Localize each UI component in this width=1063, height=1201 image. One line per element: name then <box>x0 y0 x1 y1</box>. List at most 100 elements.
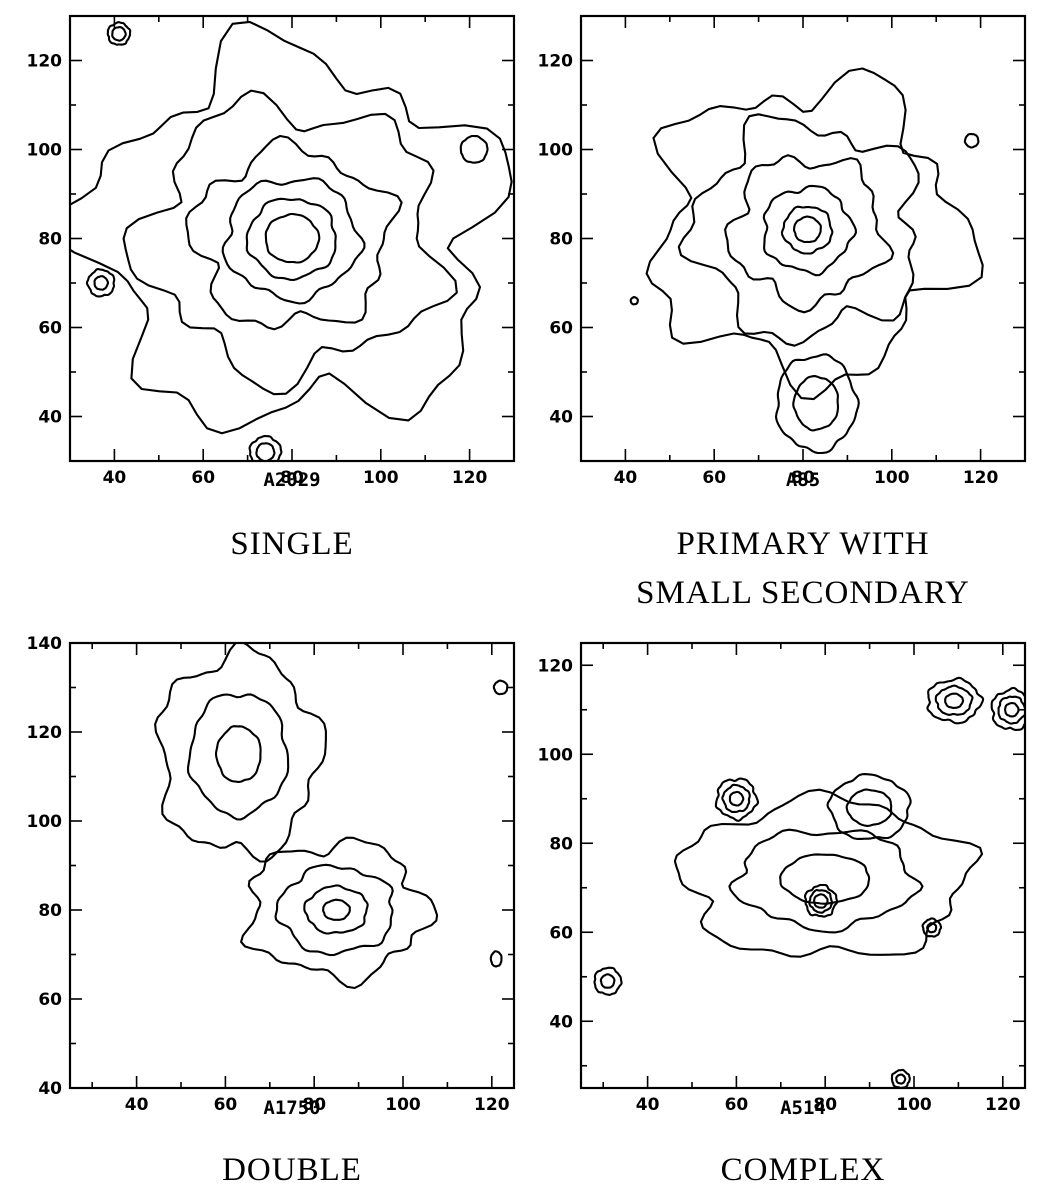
contour-level <box>728 790 745 807</box>
x-tick-label: 100 <box>363 468 399 488</box>
contour-group <box>629 67 984 455</box>
x-tick-label: 80 <box>280 468 304 488</box>
y-tick-label: 40 <box>549 1012 573 1032</box>
cluster-label: A514 <box>780 1097 826 1119</box>
plot-frame <box>579 641 1027 1090</box>
contour-level <box>322 898 351 921</box>
category-label-line1: PRIMARY WITH <box>676 526 929 562</box>
x-tick-label: 80 <box>302 1095 326 1115</box>
contour-level <box>890 1068 911 1088</box>
contour-level <box>245 197 337 282</box>
contour-level <box>492 679 509 696</box>
contour-level <box>629 296 639 306</box>
panel-a2029: A2029 SINGLE 40 60 80 100 120 40 60 80 100 120 <box>27 14 516 562</box>
x-tick-label: 100 <box>896 1095 932 1115</box>
contour-level <box>93 275 110 291</box>
contour-level <box>728 828 924 934</box>
y-tick-label: 100 <box>27 812 63 832</box>
y-tick-label: 100 <box>538 141 574 161</box>
contour-level <box>599 973 616 989</box>
contour-level <box>185 134 403 331</box>
x-tick-label: 40 <box>103 468 127 488</box>
contour-level <box>990 686 1025 731</box>
contour-level <box>721 783 751 813</box>
x-tick-label: 60 <box>191 468 215 488</box>
contour-level <box>921 917 943 938</box>
contour-group <box>70 20 513 461</box>
contour-level <box>792 375 840 432</box>
category-label: SINGLE <box>230 526 353 562</box>
y-tick-label: 40 <box>38 408 62 428</box>
x-tick-label: 120 <box>474 1095 510 1115</box>
category-label: COMPLEX <box>721 1152 886 1188</box>
plot-frame <box>68 641 516 1090</box>
y-tick-label: 60 <box>549 923 573 943</box>
y-tick-label: 60 <box>549 319 573 339</box>
y-tick-label: 100 <box>538 745 574 765</box>
x-tick-label: 100 <box>874 468 910 488</box>
y-tick-label: 120 <box>538 656 574 676</box>
contour-level <box>808 889 834 914</box>
contour-level <box>303 884 369 935</box>
x-tick-label: 40 <box>125 1095 149 1115</box>
contour-level <box>813 893 829 909</box>
contour-level <box>111 26 127 42</box>
x-tick-label: 120 <box>985 1095 1021 1115</box>
y-tick-label: 100 <box>27 141 63 161</box>
contour-level <box>792 215 822 244</box>
plot-frame <box>68 14 516 463</box>
x-tick-label: 80 <box>791 468 815 488</box>
contour-group <box>154 643 509 990</box>
contour-level <box>714 777 760 822</box>
contour-level <box>264 212 321 264</box>
contour-level <box>85 268 116 298</box>
contour-level <box>963 132 980 149</box>
axis-ticks <box>580 15 1026 462</box>
contour-level <box>122 89 458 396</box>
contour-level <box>1004 701 1020 718</box>
contour-level <box>780 205 834 255</box>
category-label: DOUBLE <box>222 1152 362 1188</box>
contour-level <box>774 353 860 455</box>
y-tick-label: 60 <box>38 990 62 1010</box>
y-tick-label: 40 <box>38 1079 62 1099</box>
contour-level <box>895 1073 907 1085</box>
contour-level <box>826 773 912 840</box>
axis-ticks <box>581 643 1025 1088</box>
x-tick-label: 120 <box>963 468 999 488</box>
contour-level <box>934 684 974 716</box>
cluster-label: A2029 <box>263 469 320 491</box>
x-tick-label: 100 <box>385 1095 421 1115</box>
y-tick-label: 120 <box>27 723 63 743</box>
contour-level <box>926 922 938 934</box>
contour-level <box>70 20 513 435</box>
contour-level <box>762 184 857 277</box>
contour-level <box>240 836 439 990</box>
y-tick-label: 80 <box>38 230 62 250</box>
contour-level <box>248 434 283 461</box>
contour-level <box>186 693 290 821</box>
y-tick-label: 120 <box>538 52 574 72</box>
contour-level <box>489 950 503 968</box>
axis-ticks <box>70 642 514 1089</box>
x-tick-label: 60 <box>214 1095 238 1115</box>
axis-ticks <box>69 15 515 462</box>
contour-level <box>255 442 276 461</box>
cluster-label: A1750 <box>263 1097 320 1119</box>
contour-level <box>779 853 871 905</box>
y-tick-label: 80 <box>549 230 573 250</box>
cluster-label: A85 <box>786 469 820 491</box>
contour-level <box>803 883 839 918</box>
y-tick-label: 80 <box>38 901 62 921</box>
x-tick-label: 60 <box>702 468 726 488</box>
y-tick-label: 40 <box>549 408 573 428</box>
panel-a514: A514 COMPLEX 40 60 80 100 120 40 60 80 100 120 <box>538 641 1027 1188</box>
contour-level <box>459 134 489 164</box>
panel-a1750: A1750 DOUBLE 40 60 80 100 120 40 60 80 100 120 140 <box>27 634 516 1188</box>
contour-level <box>221 177 366 305</box>
contour-level <box>944 692 965 709</box>
contour-level <box>673 788 984 958</box>
x-tick-label: 120 <box>452 468 488 488</box>
x-tick-label: 40 <box>614 468 638 488</box>
